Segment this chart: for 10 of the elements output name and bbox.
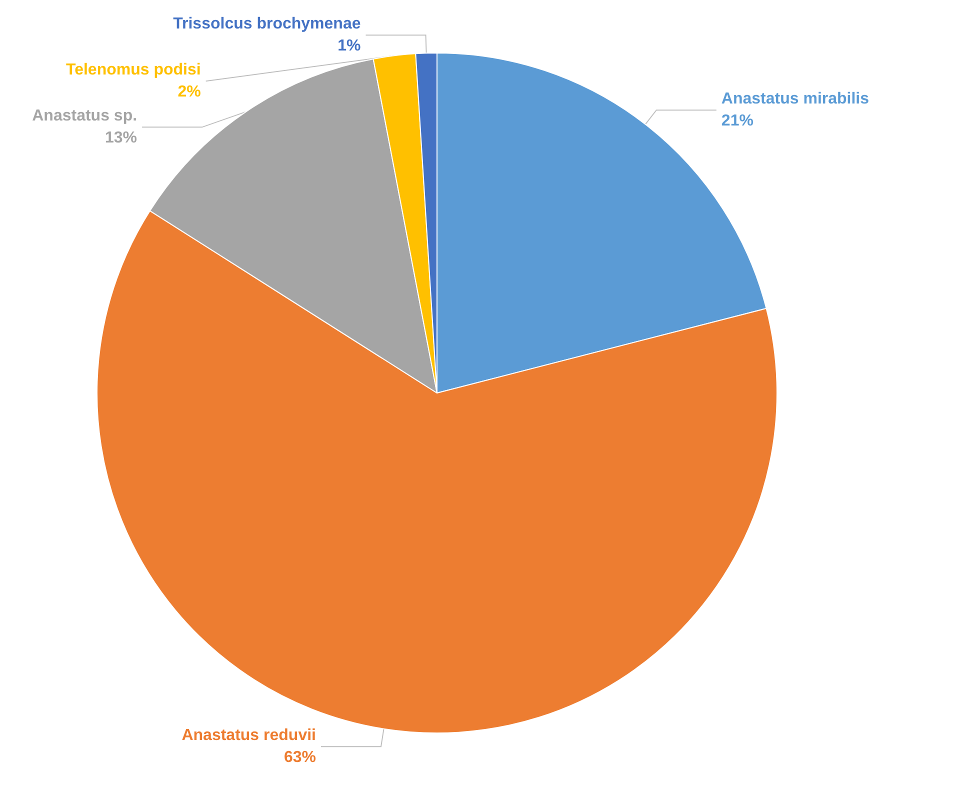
slice-label: Anastatus reduvii: [182, 727, 316, 744]
slice-label: Anastatus mirabilis: [721, 90, 870, 108]
data-label: 21%: [721, 112, 754, 130]
slice-label: Telenomus podisi: [66, 62, 201, 79]
slice-label: Trissolcus brochymenae: [173, 16, 361, 33]
data-label: 2%: [178, 84, 201, 101]
data-label: 13%: [105, 130, 138, 147]
data-label: 63%: [284, 749, 316, 766]
data-label: 1%: [338, 38, 361, 55]
slice-label: Anastatus sp.: [32, 108, 138, 125]
